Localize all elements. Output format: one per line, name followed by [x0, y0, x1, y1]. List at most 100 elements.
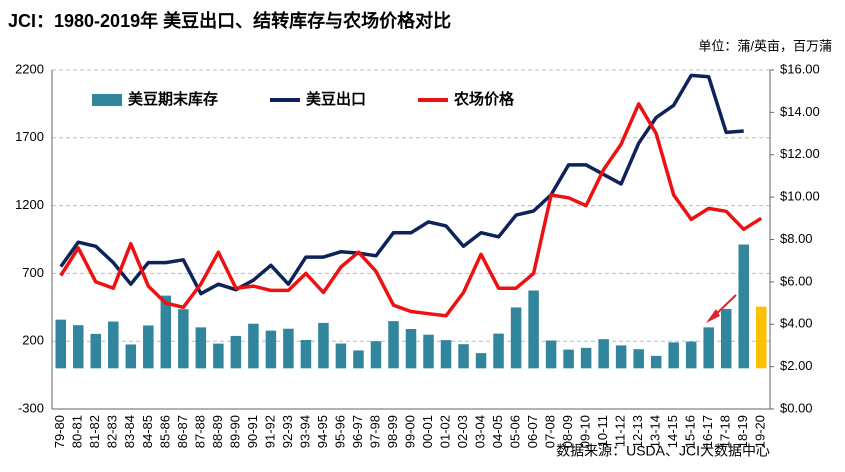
x-tick-label: 10-11 — [595, 415, 610, 447]
bar — [580, 347, 592, 369]
bar — [720, 308, 732, 369]
bar — [458, 344, 469, 369]
bar — [598, 339, 609, 369]
bar — [755, 306, 767, 369]
y-tick-label: 1200 — [15, 197, 44, 212]
x-tick-label: 99-00 — [402, 415, 417, 448]
x-tick-label: 09-10 — [578, 415, 593, 448]
x-tick-label: 02-03 — [455, 415, 470, 448]
y-tick-label: 700 — [22, 265, 44, 280]
x-tick-label: 14-15 — [665, 415, 680, 448]
x-tick-label: 12-13 — [630, 415, 645, 448]
y-tick-label: 2200 — [15, 61, 44, 76]
bar — [230, 335, 242, 369]
x-tick-label: 93-94 — [297, 415, 312, 448]
bar — [685, 341, 697, 369]
bar — [633, 349, 644, 369]
x-tick-label: 81-82 — [87, 415, 102, 448]
bar — [73, 325, 84, 369]
x-tick-label: 16-17 — [700, 415, 715, 448]
x-tick-label: 08-09 — [560, 415, 575, 448]
legend-label: 美豆期末库存 — [128, 90, 218, 108]
y2-tick-label: $14.00 — [780, 104, 820, 119]
y2-tick-label: $2.00 — [780, 358, 813, 373]
bar — [125, 344, 137, 369]
bar — [545, 340, 557, 369]
x-tick-label: 11-12 — [613, 415, 628, 447]
x-tick-label: 04-05 — [490, 415, 505, 448]
x-tick-label: 92-93 — [280, 415, 295, 448]
x-tick-label: 03-04 — [472, 415, 487, 448]
bar — [563, 349, 574, 369]
x-tick-label: 86-87 — [175, 415, 190, 448]
bar — [195, 327, 207, 369]
source: 数据来源：USDA、JCI大数据中心 — [556, 443, 770, 459]
bar — [283, 328, 294, 369]
x-tick-label: 94-95 — [315, 415, 330, 448]
line — [59, 73, 744, 296]
x-tick-label: 97-98 — [367, 415, 382, 448]
chart-title: JCI：1980-2019年 美豆出口、结转库存与农场价格对比 — [8, 10, 451, 31]
x-tick-label: 79-80 — [52, 415, 67, 448]
bar — [668, 342, 679, 369]
x-tick-label: 13-14 — [648, 415, 663, 448]
y2-tick-label: $8.00 — [780, 231, 813, 246]
legend-swatch — [92, 94, 122, 106]
x-tick-label: 89-90 — [227, 415, 242, 448]
bar — [703, 327, 714, 369]
x-tick-label: 15-16 — [683, 415, 698, 448]
bar — [493, 333, 504, 369]
x-tick-label: 83-84 — [122, 415, 137, 448]
x-tick-label: 00-01 — [420, 415, 435, 448]
x-tick-label: 18-19 — [735, 415, 750, 448]
legend-label: 美豆出口 — [306, 90, 366, 108]
x-tick-label: 90-91 — [245, 415, 260, 448]
bar — [405, 328, 417, 369]
line — [59, 102, 763, 318]
x-tick-label: 96-97 — [350, 415, 365, 448]
x-tick-label: 91-92 — [262, 415, 277, 448]
bar — [143, 325, 154, 369]
y2-tick-label: $6.00 — [780, 273, 813, 288]
x-tick-label: 85-86 — [157, 415, 172, 448]
bar — [265, 330, 277, 369]
bar — [160, 295, 172, 369]
bar — [353, 350, 364, 369]
x-tick-label: 01-02 — [437, 415, 452, 448]
bar — [423, 334, 434, 369]
x-tick-label: 95-96 — [332, 415, 347, 448]
x-tick-label: 88-89 — [210, 415, 225, 448]
bar — [440, 340, 452, 369]
y-tick-label: 1700 — [15, 129, 44, 144]
bar — [615, 345, 627, 369]
x-tick-label: 19-20 — [753, 415, 768, 448]
bar — [388, 321, 399, 369]
x-tick-label: 07-08 — [543, 415, 558, 448]
y2-tick-label: $16.00 — [780, 61, 820, 76]
x-tick-label: 05-06 — [508, 415, 523, 448]
y2-tick-label: $4.00 — [780, 316, 813, 331]
y2-tick-label: $10.00 — [780, 189, 820, 204]
unit-note: 单位：蒲/英亩，百万蒲 — [698, 38, 832, 53]
bar — [108, 321, 119, 369]
x-tick-label: 82-83 — [105, 415, 120, 448]
x-tick-label: 84-85 — [140, 415, 155, 448]
bar — [248, 323, 259, 369]
bar — [738, 244, 749, 369]
bar — [335, 343, 347, 369]
bar — [528, 290, 539, 369]
bar — [370, 341, 382, 369]
bar — [475, 353, 487, 369]
bar — [650, 355, 662, 369]
bar — [300, 339, 312, 369]
y-tick-label: 200 — [22, 333, 44, 348]
bar — [55, 319, 67, 369]
x-tick-label: 17-18 — [718, 415, 733, 448]
bar — [178, 309, 189, 369]
x-tick-label: 98-99 — [385, 415, 400, 448]
bar — [510, 307, 522, 369]
x-tick-label: 87-88 — [192, 415, 207, 448]
bar — [318, 322, 329, 369]
y-tick-label: -300 — [18, 400, 44, 415]
